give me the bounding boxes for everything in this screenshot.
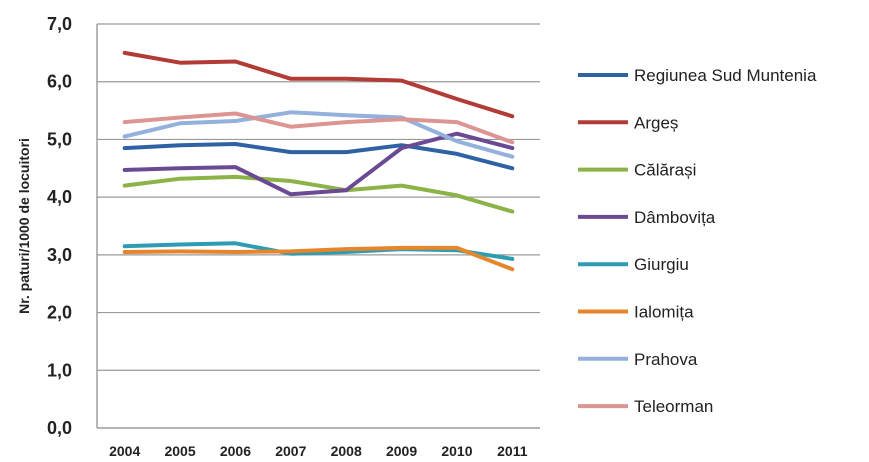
legend-entry: Regiunea Sud Muntenia [578,66,817,85]
legend-label: Argeș [634,113,678,132]
legend-entry: Giurgiu [578,255,689,274]
legend-entry: Teleorman [578,397,713,416]
legend-label: Giurgiu [634,255,689,274]
legend-entry: Ialomița [578,303,694,322]
series-line [122,110,515,159]
series-line [122,142,515,171]
y-tick-label: 7,0 [47,14,72,34]
series-lines [122,50,515,272]
y-tick-label: 4,0 [47,187,72,207]
x-tick-label: 2004 [109,443,140,459]
series-line [122,241,515,261]
gridlines [97,23,540,371]
legend-label: Ialomița [634,303,694,322]
x-tick-label: 2009 [386,443,417,459]
y-tick-label: 5,0 [47,129,72,149]
x-tick-label: 2006 [220,443,251,459]
legend-label: Regiunea Sud Muntenia [634,66,817,85]
y-axis-label: Nr. paturi/1000 de locuitori [16,138,32,314]
x-tick-label: 2005 [164,443,195,459]
legend-entry: Călărași [578,161,696,180]
x-tick-label: 2011 [497,443,528,459]
x-tick-label: 2007 [275,443,306,459]
y-tick-label: 2,0 [47,303,72,323]
legend-label: Călărași [634,161,696,180]
legend-entry: Dâmbovița [578,208,716,227]
series-line [122,174,515,214]
legend-label: Teleorman [634,397,713,416]
legend-label: Prahova [634,350,698,369]
x-tick-label: 2008 [331,443,362,459]
y-tick-label: 1,0 [47,360,72,380]
x-tick-labels: 2004 2005 2006 2007 2008 2009 2010 2011 [109,443,528,459]
y-tick-label: 3,0 [47,245,72,265]
legend-entry: Argeș [578,113,678,132]
series-line [122,111,515,145]
legend-entry: Prahova [578,350,698,369]
legend-label: Dâmbovița [634,208,716,227]
y-tick-labels: 0,0 1,0 2,0 3,0 4,0 5,0 6,0 7,0 [47,14,72,438]
y-tick-label: 0,0 [47,418,72,438]
series-line [122,50,515,119]
x-tick-label: 2010 [441,443,472,459]
legend: Regiunea Sud Muntenia Argeș Călărași Dâmbov… [578,66,817,416]
series-line [122,245,515,272]
y-tick-label: 6,0 [47,72,72,92]
axes [96,24,540,429]
